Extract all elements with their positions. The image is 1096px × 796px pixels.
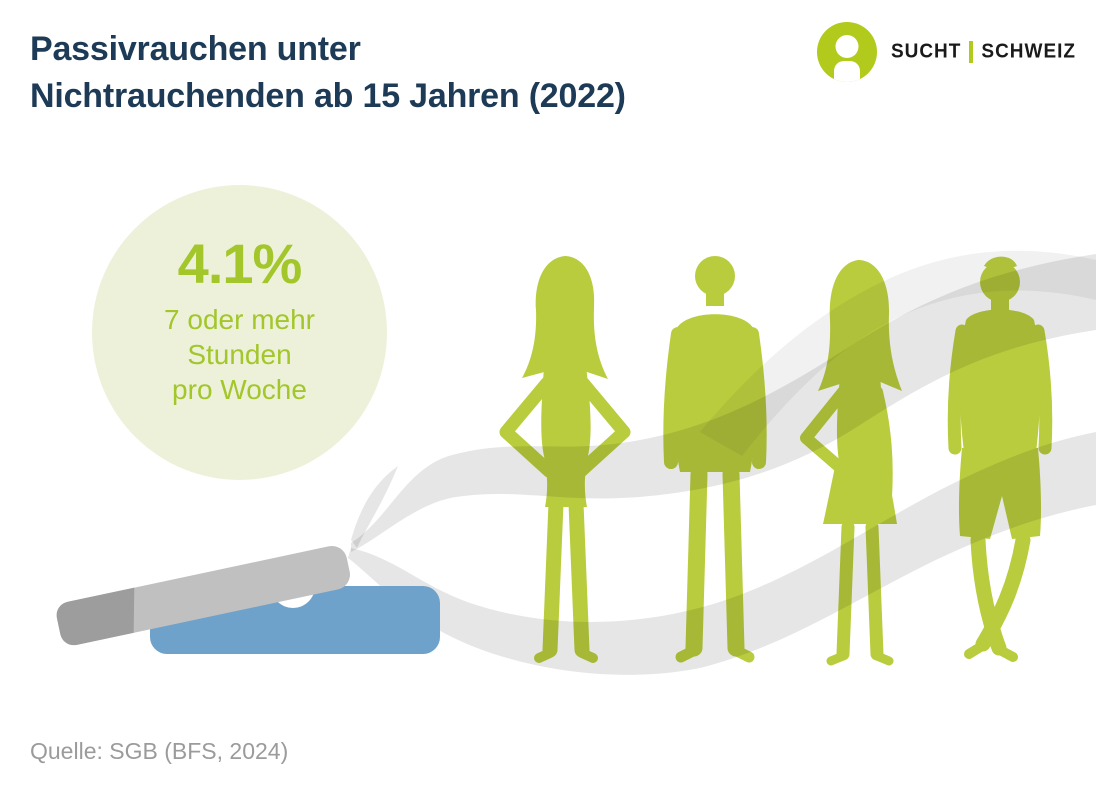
smoke-wisp [351,466,398,548]
smoke-ribbon-upper [351,254,1096,552]
smoke-ribbon-arc [700,250,1096,456]
stat-label: 7 oder mehr Stunden pro Woche [164,302,315,407]
person-circle-icon [816,22,877,82]
stat-value: 4.1% [177,231,303,295]
person-head-shape [835,35,859,58]
stat-label-line2: Stunden [187,338,292,370]
page-title-line1: Passivrauchen unter [30,30,361,68]
person-body-shape [833,61,860,82]
logo-text: SUCHT SCHWEIZ [890,40,1076,63]
sucht-schweiz-logo: SUCHT SCHWEIZ [816,22,1076,82]
logo-word-schweiz: SCHWEIZ [981,40,1076,63]
cigarette [56,545,350,646]
logo-word-sucht: SUCHT [890,40,962,63]
source-note: Quelle: SGB (BFS, 2024) [30,738,289,764]
stat-bubble: 4.1% 7 oder mehr Stunden pro Woche [92,185,387,480]
stat-label-line3: pro Woche [172,373,307,405]
page-title-line2: Nichtrauchenden ab 15 Jahren (2022) [30,76,626,115]
page-title: Passivrauchen unter Nichtrauchenden ab 1… [30,26,626,120]
stat-label-line1: 7 oder mehr [164,303,315,335]
cigarette-butt [56,587,135,646]
smoke-ribbon-lower [348,432,1096,675]
logo-divider [969,41,974,63]
smoke-swirls [348,250,1096,675]
